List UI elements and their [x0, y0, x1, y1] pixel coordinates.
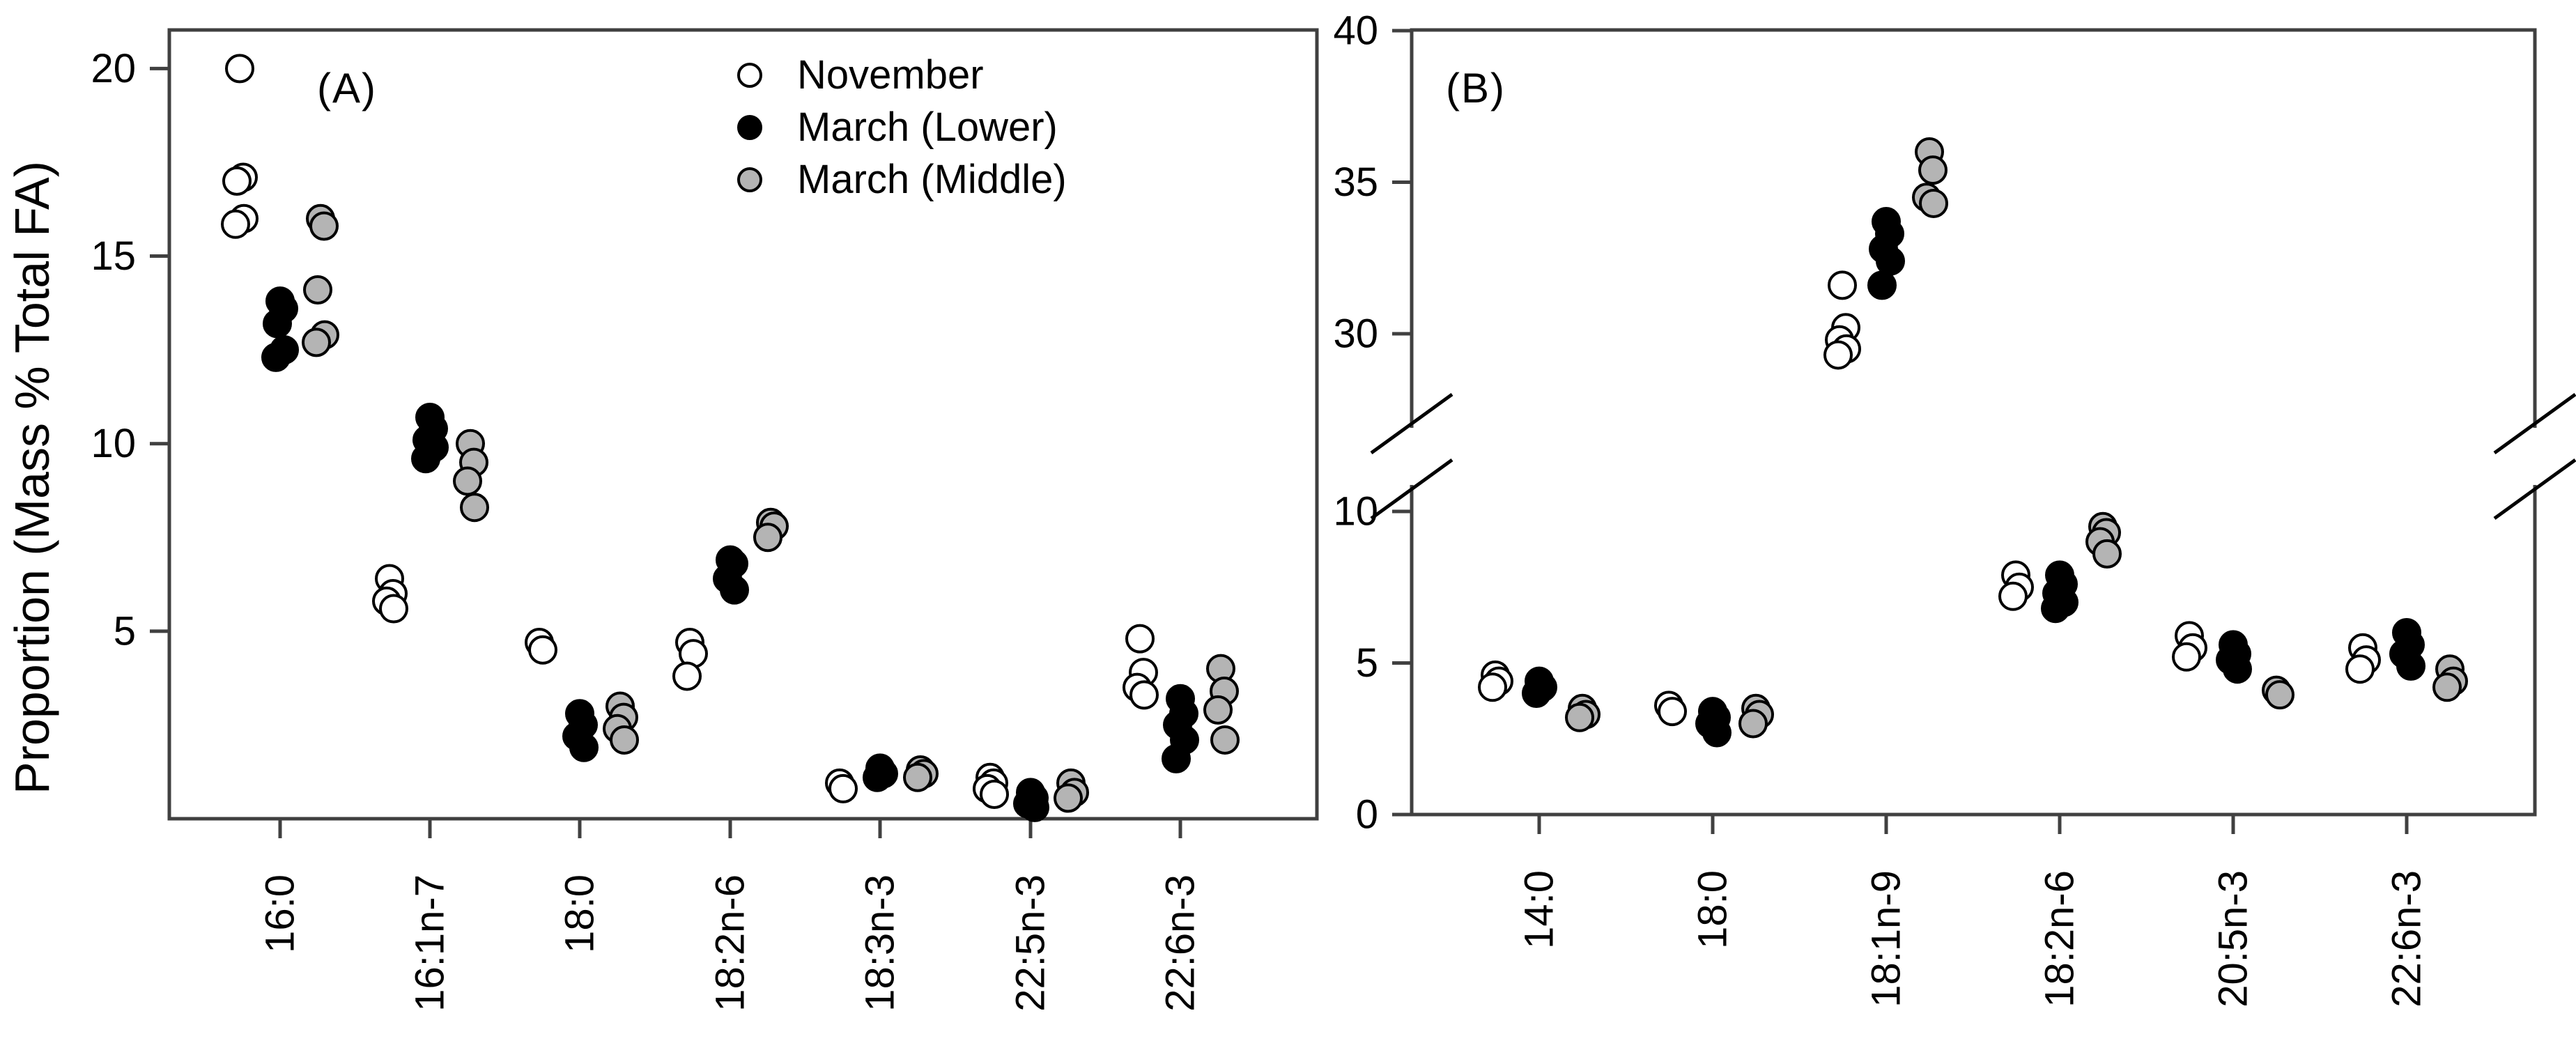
x-category-label: 18:2n-6 [708, 874, 753, 1012]
y-tick-label: 5 [114, 608, 136, 654]
data-point-march-middle [1210, 725, 1240, 755]
data-point-november [379, 594, 408, 624]
data-point-march-middle [1738, 709, 1768, 739]
data-point-march-lower [411, 444, 440, 474]
x-category-label: 16:0 [258, 874, 303, 953]
data-point-march-lower [1876, 246, 1905, 276]
axis-break-slash [2493, 392, 2576, 455]
y-tick-label: 15 [91, 233, 136, 279]
data-point-march-middle [1565, 702, 1594, 732]
x-category-label: 22:6n-3 [2384, 870, 2430, 1008]
data-point-march-lower [1702, 718, 1732, 748]
data-point-november [1125, 624, 1155, 654]
open-circle-icon [737, 62, 762, 88]
data-point-march-middle [2265, 680, 2295, 710]
y-tick-label: 10 [1333, 489, 1378, 534]
legend-row: March (Lower) [737, 101, 1067, 153]
data-point-march-lower [2396, 651, 2425, 681]
data-point-november [2172, 642, 2201, 672]
data-point-march-lower [2041, 594, 2070, 624]
y-tick-label: 0 [1356, 792, 1378, 838]
data-point-november [828, 773, 858, 803]
data-point-november [528, 635, 557, 665]
data-point-november [1823, 340, 1853, 370]
data-point-march-lower [720, 575, 749, 605]
axis-break-slash [2493, 458, 2576, 520]
data-point-november [221, 209, 250, 239]
data-point-march-lower [2223, 654, 2252, 684]
data-point-march-middle [1203, 695, 1233, 725]
data-point-march-lower [1867, 270, 1897, 300]
legend-row: March (Middle) [737, 153, 1067, 206]
y-tick-label: 20 [91, 46, 136, 91]
data-point-march-middle [460, 493, 489, 523]
data-point-march-middle [302, 327, 331, 357]
data-point-march-middle [303, 275, 332, 304]
data-point-march-middle [1919, 188, 1948, 218]
legend: November March (Lower) March (Middle) [737, 49, 1067, 206]
x-category-label: 18:1n-9 [1864, 870, 1909, 1008]
data-point-november [1998, 581, 2028, 611]
legend-label: March (Lower) [797, 105, 1058, 150]
y-tick-label: 40 [1333, 8, 1378, 54]
x-category-label: 18:2n-6 [2037, 870, 2083, 1008]
axis-break-gap [1406, 428, 1417, 485]
data-point-november [222, 166, 252, 196]
data-point-november [1828, 270, 1857, 300]
legend-label: November [797, 52, 984, 98]
panel-a-label: (A) [317, 65, 377, 111]
y-tick-label: 5 [1356, 640, 1378, 686]
axis-break-slash [1370, 458, 1453, 520]
data-point-march-middle [2432, 672, 2462, 702]
x-category-label: 22:6n-3 [1158, 874, 1203, 1012]
data-point-november [672, 661, 702, 691]
x-category-label: 14:0 [1517, 870, 1562, 949]
data-point-march-lower [1020, 792, 1049, 822]
data-point-march-middle [453, 466, 482, 496]
data-point-march-lower [1522, 679, 1551, 708]
y-axis-title: Proportion (Mass % Total FA) [5, 160, 59, 794]
x-category-label: 18:0 [557, 874, 603, 953]
legend-row: November [737, 49, 1067, 101]
data-point-march-middle [903, 762, 932, 792]
gray-circle-icon [737, 167, 762, 192]
data-point-march-middle [753, 523, 782, 553]
data-point-march-middle [1918, 155, 1948, 185]
filled-circle-icon [737, 114, 762, 140]
x-category-label: 18:3n-3 [858, 874, 903, 1012]
data-point-november [2345, 654, 2375, 684]
data-point-november [1129, 680, 1159, 710]
panel-b-label: (B) [1446, 65, 1506, 111]
data-point-march-middle [2092, 539, 2122, 569]
data-point-march-lower [261, 342, 291, 372]
y-tick-label: 35 [1333, 160, 1378, 205]
data-point-march-lower [263, 309, 292, 339]
data-point-november [225, 54, 254, 84]
data-point-march-lower [863, 762, 892, 792]
y-tick-label: 10 [91, 421, 136, 466]
data-point-march-middle [1054, 783, 1083, 813]
x-category-label: 20:5n-3 [2211, 870, 2256, 1008]
data-point-march-middle [309, 211, 339, 241]
data-point-november [980, 780, 1009, 810]
data-point-march-lower [569, 732, 599, 762]
x-category-label: 22:5n-3 [1008, 874, 1054, 1012]
data-point-march-middle [610, 725, 639, 755]
axis-break-gap [2529, 428, 2540, 485]
axis-break-slash [1370, 392, 1453, 455]
data-point-march-lower [1162, 743, 1191, 773]
y-tick-label: 30 [1333, 311, 1378, 357]
legend-label: March (Middle) [797, 157, 1067, 202]
data-point-november [1478, 672, 1507, 702]
panel-frame [167, 28, 1319, 821]
x-category-label: 16:1n-7 [408, 874, 453, 1012]
x-category-label: 18:0 [1690, 870, 1736, 949]
data-point-november [1658, 697, 1687, 727]
